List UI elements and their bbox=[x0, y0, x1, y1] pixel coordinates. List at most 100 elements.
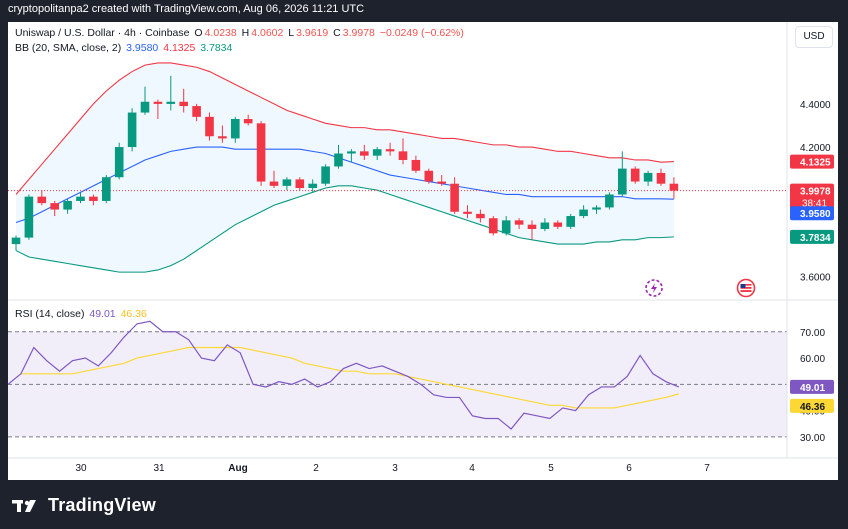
candle bbox=[231, 119, 240, 139]
bb-basis-value: 3.9580 bbox=[126, 42, 159, 54]
time-tick-label: 6 bbox=[626, 463, 632, 474]
candle bbox=[11, 237, 21, 245]
candle bbox=[643, 172, 653, 182]
candle bbox=[463, 211, 472, 214]
time-tick-label: 7 bbox=[704, 463, 710, 474]
high-label: H bbox=[241, 27, 250, 39]
rsi-tick-label: 60.00 bbox=[800, 354, 825, 365]
upper-band-badge: 4.1325 bbox=[800, 158, 831, 169]
rsi-ma-line bbox=[20, 346, 679, 409]
candle bbox=[630, 168, 640, 182]
high-value: 4.0602 bbox=[251, 27, 284, 39]
candle bbox=[579, 209, 588, 217]
candle bbox=[243, 119, 253, 124]
candle bbox=[50, 203, 59, 210]
candle bbox=[501, 220, 511, 234]
rsi-tick-label: 30.00 bbox=[800, 433, 825, 444]
candle bbox=[179, 101, 188, 107]
upper-band-badge-bg bbox=[790, 154, 834, 169]
candle bbox=[24, 196, 34, 238]
time-tick-label: 4 bbox=[469, 463, 475, 474]
time-tick-label: 3 bbox=[392, 463, 398, 474]
candle bbox=[489, 218, 498, 234]
candle bbox=[192, 106, 201, 117]
tradingview-logo-icon bbox=[12, 499, 36, 512]
price-tick-label: 4.4000 bbox=[800, 100, 831, 111]
time-tick-label: 30 bbox=[75, 463, 87, 474]
change-value: −0.0249 (−0.62%) bbox=[379, 27, 464, 39]
candle bbox=[308, 183, 317, 189]
candle bbox=[76, 196, 85, 201]
candle bbox=[424, 170, 434, 182]
time-tick-label: Aug bbox=[228, 463, 247, 474]
low-label: L bbox=[288, 27, 295, 39]
low-value: 3.9619 bbox=[296, 27, 329, 39]
candle bbox=[282, 179, 292, 186]
bb-upper-value: 4.1325 bbox=[163, 42, 196, 54]
rsi-pane bbox=[7, 320, 787, 438]
candle bbox=[398, 151, 408, 160]
rsi-badge: 49.01 bbox=[800, 383, 825, 394]
candle bbox=[566, 216, 575, 227]
price-tick-label: 4.2000 bbox=[800, 143, 831, 154]
candle bbox=[102, 177, 111, 201]
time-tick-label: 2 bbox=[313, 463, 319, 474]
candle bbox=[295, 179, 305, 189]
lower-band-badge-bg bbox=[790, 229, 834, 244]
basis-badge: 3.9580 bbox=[800, 209, 831, 220]
candle bbox=[669, 183, 679, 191]
candle bbox=[127, 112, 137, 148]
chart-area[interactable] bbox=[8, 22, 838, 480]
rsi-band bbox=[8, 331, 787, 437]
candle bbox=[114, 147, 124, 178]
rsi-label[interactable]: RSI (14, close) bbox=[15, 308, 85, 320]
candle bbox=[437, 181, 446, 184]
candle bbox=[450, 183, 459, 212]
tradingview-logo[interactable]: TradingView bbox=[12, 495, 156, 516]
candle bbox=[140, 101, 150, 113]
lightning-icon[interactable] bbox=[645, 279, 663, 297]
bb-lower-line bbox=[15, 185, 674, 273]
candle bbox=[618, 168, 627, 195]
candle bbox=[269, 181, 279, 186]
candle bbox=[476, 213, 485, 219]
candle bbox=[63, 200, 72, 210]
bb-legend: BB (20, SMA, close, 2) 3.9580 4.1325 3.7… bbox=[15, 42, 234, 54]
bb-upper-line bbox=[15, 62, 674, 195]
candle bbox=[656, 172, 666, 184]
brand-name: TradingView bbox=[48, 495, 156, 515]
rsi-ma-badge-bg bbox=[790, 398, 834, 413]
candle bbox=[334, 153, 343, 167]
attribution-text: cryptopolitanpa2 created with TradingVie… bbox=[8, 3, 365, 15]
bb-fill bbox=[16, 62, 674, 273]
lower-band-badge: 3.7834 bbox=[800, 233, 831, 244]
candle bbox=[347, 151, 356, 154]
candle bbox=[153, 101, 163, 104]
candle bbox=[514, 220, 524, 225]
bb-label[interactable]: BB (20, SMA, close, 2) bbox=[15, 42, 122, 54]
price-tick-label: 3.6000 bbox=[800, 272, 831, 283]
rsi-legend-value: 49.01 bbox=[89, 308, 116, 320]
candle bbox=[321, 166, 330, 184]
candle bbox=[553, 222, 563, 227]
basis-badge-bg bbox=[790, 206, 834, 221]
axes: 4.40004.20003.60004.13253.997838:413.958… bbox=[8, 22, 838, 474]
rsi-tick-label: 70.00 bbox=[800, 328, 825, 339]
time-tick-label: 5 bbox=[548, 463, 554, 474]
bb-lower-value: 3.7834 bbox=[200, 42, 233, 54]
currency-button[interactable]: USD bbox=[795, 26, 833, 48]
candle bbox=[89, 196, 98, 201]
candle bbox=[256, 123, 266, 182]
rsi-badge-bg bbox=[790, 379, 834, 394]
last-price-badge: 3.9978 bbox=[800, 187, 831, 198]
symbol-name[interactable]: Uniswap / U.S. Dollar · 4h · Coinbase bbox=[15, 27, 190, 39]
us-flag-icon[interactable] bbox=[736, 278, 756, 298]
open-value: 4.0238 bbox=[204, 27, 237, 39]
candle bbox=[205, 116, 214, 137]
time-tick-label: 31 bbox=[153, 463, 165, 474]
countdown-badge: 38:41 bbox=[802, 199, 827, 210]
candle bbox=[360, 151, 369, 156]
rsi-line bbox=[7, 320, 680, 430]
rsi-legend: RSI (14, close) 49.01 46.36 bbox=[15, 308, 149, 320]
